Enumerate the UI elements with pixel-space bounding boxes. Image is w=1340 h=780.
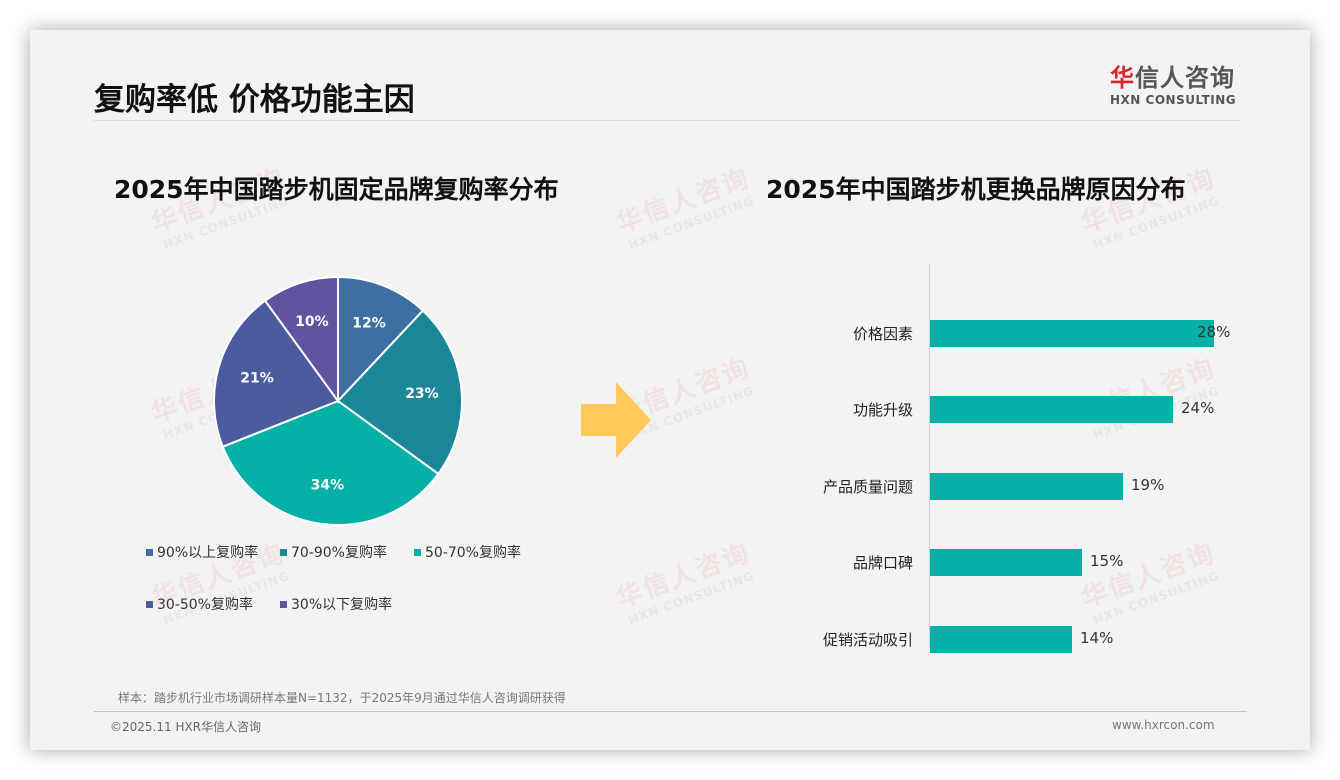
copyright: ©2025.11 HXR华信人咨询 — [110, 720, 262, 734]
website-link[interactable]: www.hxrcon.com — [1112, 718, 1215, 732]
company-logo: 华信人咨询 HXN CONSULTING — [1110, 64, 1240, 107]
logo-cn-rest: 信人咨询 — [1135, 64, 1235, 92]
bar-value-label: 14% — [1080, 629, 1114, 647]
legend-swatch — [146, 548, 153, 556]
title-divider — [94, 120, 1240, 121]
pie-slice — [336, 309, 463, 476]
bar-chart-title: 2025年中国踏步机更换品牌原因分布 — [766, 175, 1186, 204]
arrow-right-icon — [581, 382, 651, 458]
y-axis-line — [929, 264, 930, 648]
bar — [930, 473, 1123, 500]
legend-item: 30-50%复购率 — [146, 594, 253, 614]
pie-slice — [263, 276, 339, 405]
pie-chart-title: 2025年中国踏步机固定品牌复购率分布 — [114, 175, 559, 204]
bar-category-label: 价格因素 — [852, 325, 913, 343]
pie-slice-label: 21% — [240, 370, 274, 386]
bar-category-label: 促销活动吸引 — [822, 631, 913, 649]
slide: 复购率低 价格功能主因 华信人咨询 HXN CONSULTING 华信人咨询 HX… — [30, 30, 1310, 750]
legend-swatch — [280, 600, 287, 608]
footer-divider — [94, 711, 1247, 712]
pie-slice — [213, 299, 340, 448]
sample-note: 样本：踏步机行业市场调研样本量N=1132，于2025年9月通过华信人咨询调研获… — [118, 691, 566, 705]
pie-chart: 12% 23% 34% 21% 10% — [213, 276, 463, 526]
bar — [930, 396, 1173, 423]
logo-cn-red: 华 — [1110, 64, 1135, 92]
pie-slice — [221, 399, 440, 526]
page-title: 复购率低 价格功能主因 — [94, 82, 415, 118]
logo-cn: 华信人咨询 — [1110, 64, 1240, 92]
legend-swatch — [280, 548, 287, 556]
legend-swatch — [146, 600, 153, 608]
bar — [930, 626, 1072, 653]
legend-item: 30%以下复购率 — [280, 594, 392, 614]
bar-value-label: 24% — [1181, 399, 1215, 417]
pie-slice-label: 23% — [405, 386, 439, 402]
bar-value-label: 19% — [1131, 476, 1165, 494]
legend-item: 70-90%复购率 — [280, 542, 387, 562]
bar-chart: 价格因素 28% 功能升级 24% 产品质量问题 19% 品牌口碑 15% 促销活动吸引 14% — [823, 264, 1289, 653]
bar-value-label: 28% — [1197, 323, 1231, 341]
bar — [930, 549, 1082, 576]
bar-category-label: 功能升级 — [852, 401, 913, 419]
bar-category-label: 品牌口碑 — [852, 554, 913, 572]
pie-slice-label: 34% — [311, 478, 345, 494]
legend-item: 50-70%复购率 — [414, 542, 521, 562]
pie-slice-label: 10% — [295, 314, 329, 330]
legend-item: 90%以上复购率 — [146, 542, 258, 562]
logo-en: HXN CONSULTING — [1110, 93, 1237, 107]
bar-category-label: 产品质量问题 — [822, 478, 913, 496]
bar — [930, 320, 1214, 347]
pie-slice — [337, 276, 425, 404]
pie-slice-label: 12% — [352, 316, 386, 332]
bar-value-label: 15% — [1090, 552, 1124, 570]
legend-swatch — [414, 548, 421, 556]
